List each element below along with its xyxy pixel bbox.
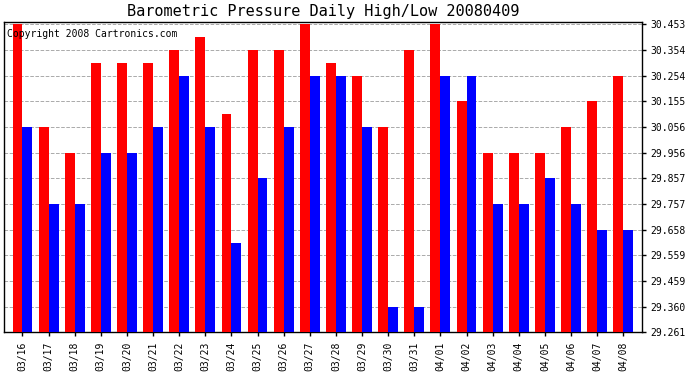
Title: Barometric Pressure Daily High/Low 20080409: Barometric Pressure Daily High/Low 20080… <box>127 4 519 19</box>
Bar <box>221 114 231 332</box>
Bar <box>519 204 529 332</box>
Bar <box>143 63 153 332</box>
Bar <box>509 153 519 332</box>
Bar <box>101 153 111 332</box>
Bar <box>440 76 451 332</box>
Bar <box>231 243 241 332</box>
Bar <box>12 24 23 332</box>
Bar <box>404 50 414 332</box>
Bar <box>153 127 163 332</box>
Bar <box>169 50 179 332</box>
Bar <box>493 204 502 332</box>
Bar <box>587 101 597 332</box>
Bar <box>571 204 581 332</box>
Bar <box>179 76 189 332</box>
Bar <box>326 63 336 332</box>
Bar <box>613 76 623 332</box>
Bar <box>39 127 48 332</box>
Bar <box>457 101 466 332</box>
Bar <box>545 178 555 332</box>
Bar <box>535 153 545 332</box>
Bar <box>300 24 310 332</box>
Bar <box>623 230 633 332</box>
Bar <box>414 307 424 332</box>
Bar <box>65 153 75 332</box>
Bar <box>127 153 137 332</box>
Bar <box>257 178 268 332</box>
Bar <box>362 127 372 332</box>
Bar <box>274 50 284 332</box>
Bar <box>195 37 206 332</box>
Bar <box>23 127 32 332</box>
Bar <box>466 76 477 332</box>
Bar <box>48 204 59 332</box>
Bar <box>336 76 346 332</box>
Bar <box>91 63 101 332</box>
Bar <box>75 204 85 332</box>
Bar <box>284 127 294 332</box>
Bar <box>352 76 362 332</box>
Bar <box>483 153 493 332</box>
Bar <box>378 127 388 332</box>
Bar <box>597 230 607 332</box>
Bar <box>206 127 215 332</box>
Bar <box>117 63 127 332</box>
Bar <box>561 127 571 332</box>
Bar <box>431 24 440 332</box>
Text: Copyright 2008 Cartronics.com: Copyright 2008 Cartronics.com <box>8 30 178 39</box>
Bar <box>310 76 319 332</box>
Bar <box>248 50 257 332</box>
Bar <box>388 307 398 332</box>
